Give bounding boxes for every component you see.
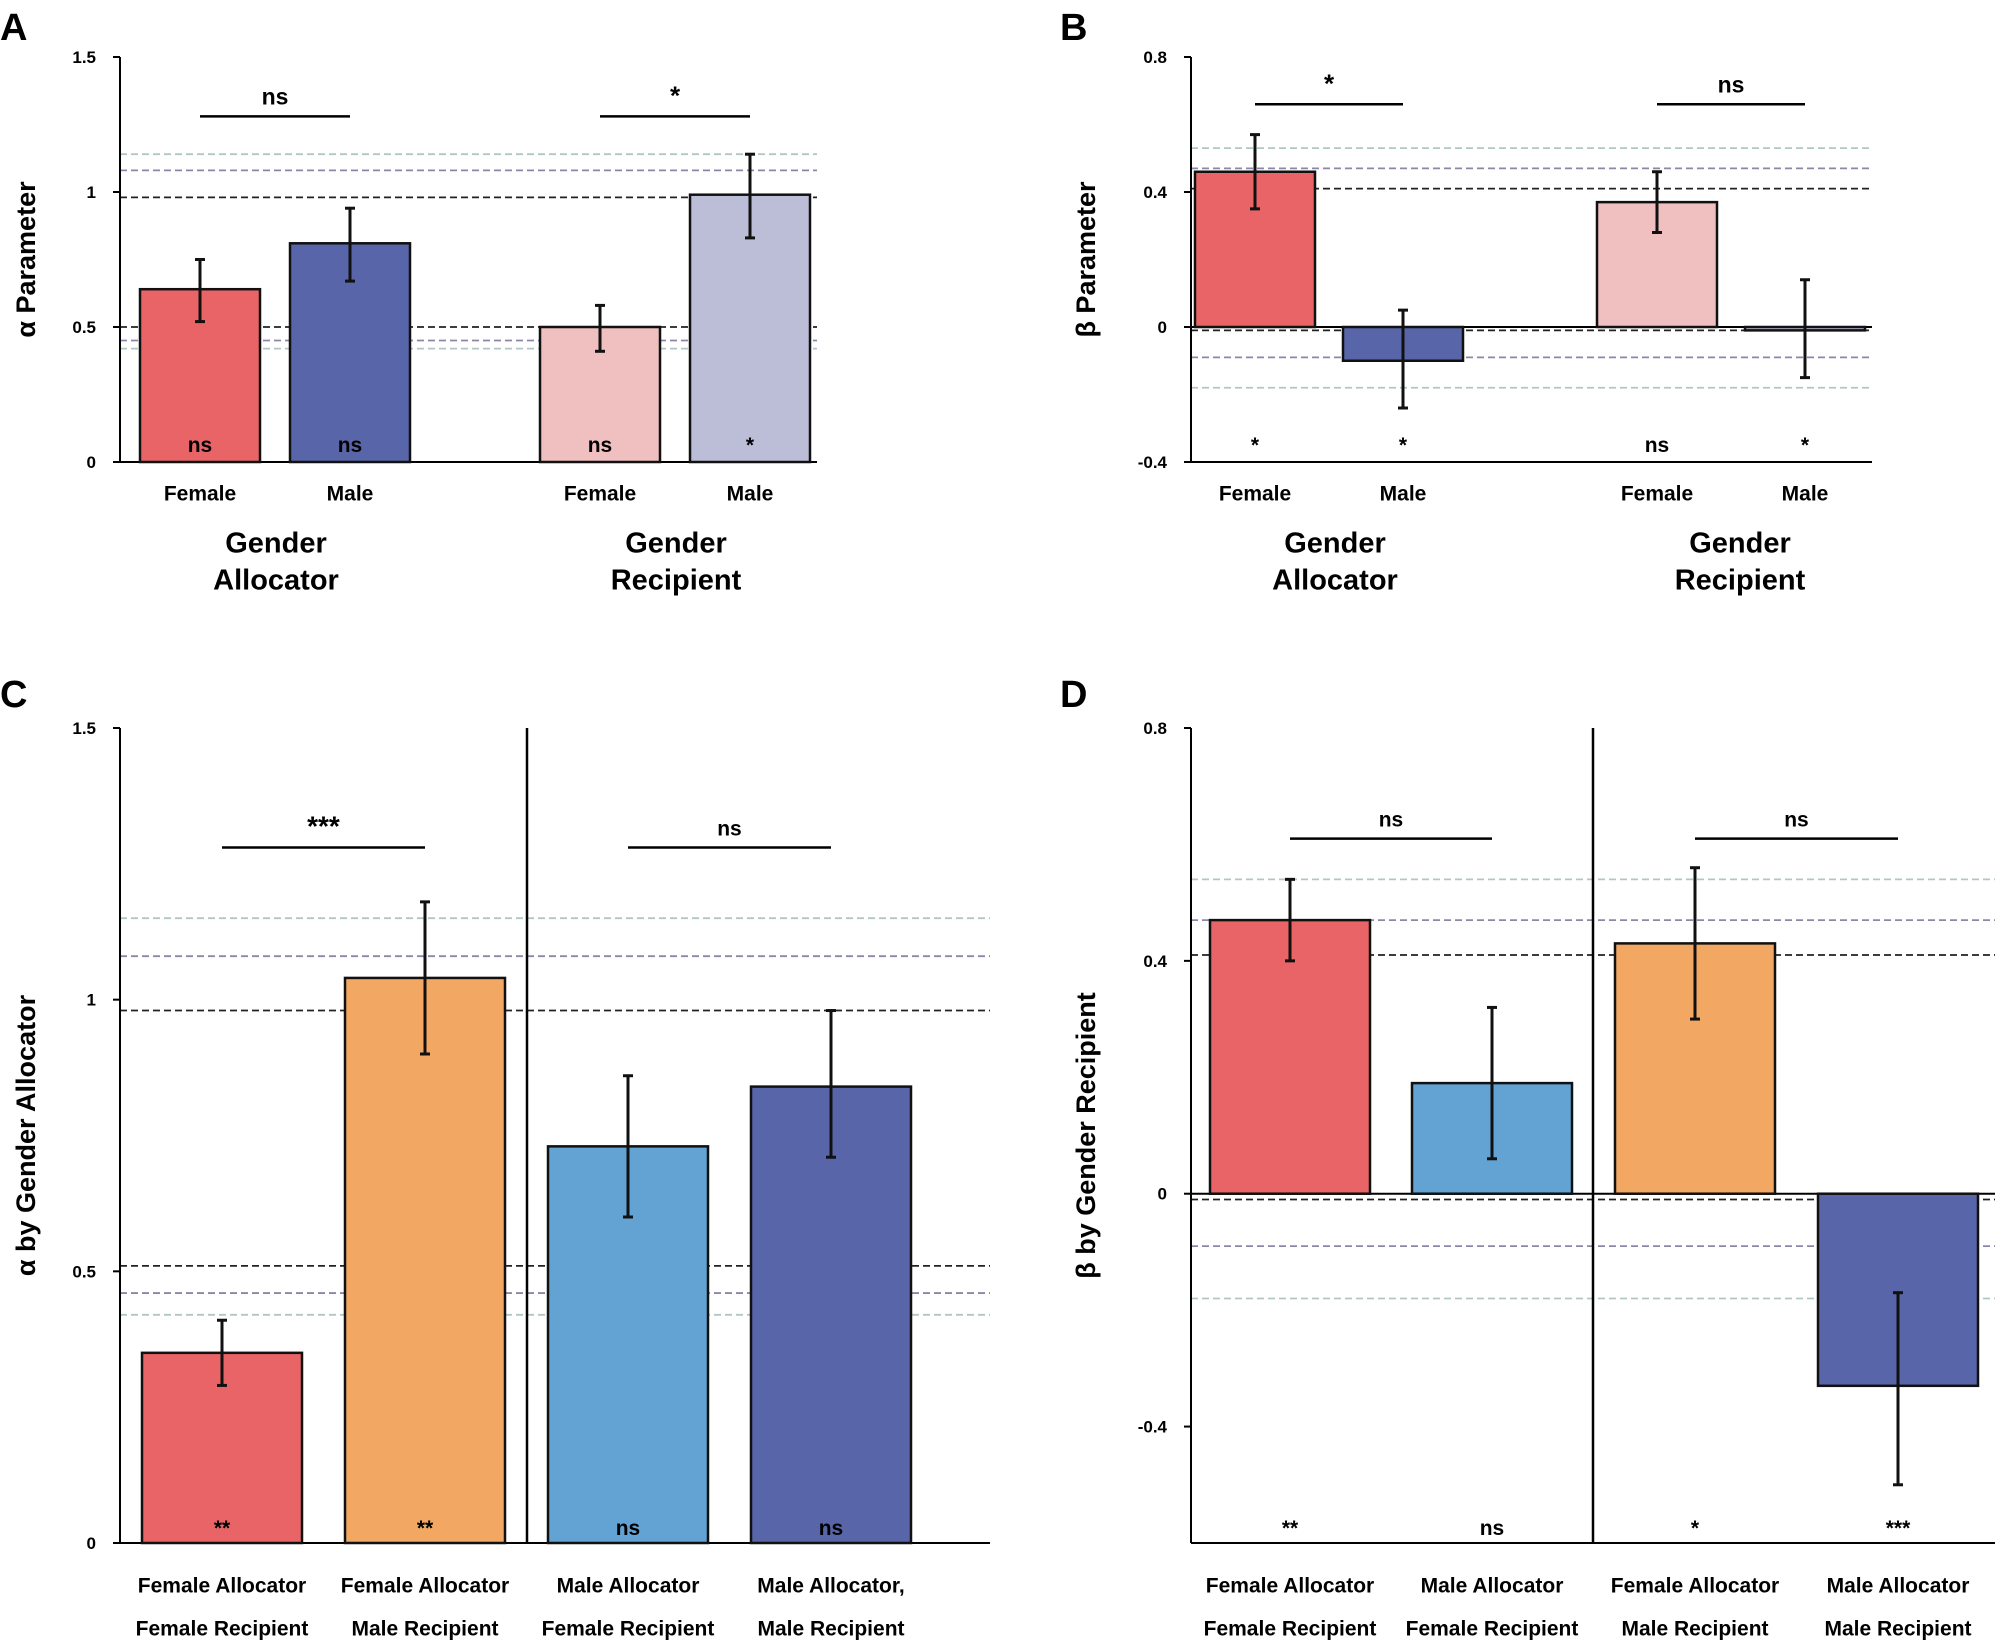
bar-significance: ** — [1282, 1517, 1299, 1540]
x-category-label: Male Allocator, — [757, 1575, 904, 1598]
bar-significance: ns — [616, 1517, 641, 1540]
x-category-label: Male Recipient — [1824, 1618, 1971, 1641]
bar-significance: ns — [588, 434, 613, 457]
x-category-label: Male Allocator — [1421, 1575, 1564, 1598]
x-category-label: Male — [727, 483, 774, 506]
y-tick-label: 0 — [1158, 318, 1167, 337]
x-category-label: Male Recipient — [1621, 1618, 1768, 1641]
y-tick-label: 1 — [87, 183, 96, 202]
bar-significance: * — [746, 434, 755, 457]
y-tick-label: 0.8 — [1143, 719, 1167, 738]
y-axis-label: α Parameter — [11, 181, 41, 338]
y-tick-label: 0.8 — [1143, 48, 1167, 67]
comparison-label: * — [1324, 68, 1335, 98]
bar-significance: ** — [417, 1517, 434, 1540]
panel-letter: C — [0, 674, 27, 716]
bar — [343, 976, 507, 1545]
x-category-label: Male Recipient — [757, 1618, 904, 1641]
bar-significance: ** — [214, 1517, 231, 1540]
y-tick-label: 0 — [87, 1534, 96, 1553]
y-tick-label: -0.4 — [1138, 453, 1168, 472]
bar-significance: ns — [1480, 1517, 1505, 1540]
bar-significance: ns — [819, 1517, 844, 1540]
bar-significance: ns — [188, 434, 213, 457]
comparison-label: ns — [1379, 809, 1404, 832]
group-label: Gender — [625, 528, 727, 560]
comparison-label: ns — [717, 818, 742, 841]
y-tick-label: 0 — [87, 453, 96, 472]
panel-letter: D — [1060, 674, 1087, 716]
y-axis-label: β Parameter — [1071, 181, 1101, 338]
x-category-label: Female Recipient — [1406, 1618, 1579, 1641]
panel-a: Aα Parameter 0 0.5 1 1.5 ns Female ns Male ns Fema… — [0, 7, 817, 597]
x-category-label: Female — [1219, 483, 1291, 506]
x-category-label: Male Allocator — [1827, 1575, 1970, 1598]
x-category-label: Female Recipient — [1204, 1618, 1377, 1641]
x-category-label: Male — [327, 483, 374, 506]
y-tick-label: 0.5 — [72, 1262, 96, 1281]
group-label: Gender — [1284, 528, 1386, 560]
x-category-label: Female — [164, 483, 236, 506]
bar-significance: * — [1801, 434, 1810, 457]
x-category-label: Male Recipient — [351, 1618, 498, 1641]
comparison-label: ns — [262, 83, 289, 109]
panel-letter: B — [1060, 7, 1087, 49]
y-tick-label: 1.5 — [72, 48, 96, 67]
x-category-label: Male — [1380, 483, 1427, 506]
bar-significance: *** — [1886, 1517, 1911, 1540]
comparison-label: ns — [1718, 71, 1745, 97]
x-category-label: Female Recipient — [136, 1618, 309, 1641]
y-tick-label: -0.4 — [1138, 1418, 1168, 1437]
bar-significance: * — [1399, 434, 1408, 457]
comparison-label: * — [670, 80, 681, 110]
comparison-label: *** — [307, 811, 340, 842]
y-tick-label: 1 — [87, 991, 96, 1010]
x-category-label: Female — [1621, 483, 1693, 506]
panel-d: Dβ by Gender Recipient -0.4 0 0.4 0.8 ** Femal… — [1060, 674, 1995, 1641]
x-category-label: Female Allocator — [1611, 1575, 1779, 1598]
group-label: Recipient — [611, 565, 742, 597]
panel-b: Bβ Parameter -0.4 0 0.4 0.8 * Female * Male ns Fem… — [1060, 7, 1872, 597]
y-axis-label: α by Gender Allocator — [11, 994, 41, 1276]
x-category-label: Female Recipient — [542, 1618, 715, 1641]
group-label: Allocator — [1272, 565, 1398, 597]
bar-significance: * — [1251, 434, 1260, 457]
bar — [749, 1085, 913, 1545]
y-tick-label: 0 — [1158, 1185, 1167, 1204]
x-category-label: Male Allocator — [557, 1575, 700, 1598]
bar-significance: ns — [338, 434, 363, 457]
x-category-label: Female Allocator — [341, 1575, 509, 1598]
comparison-label: ns — [1784, 809, 1809, 832]
y-tick-label: 1.5 — [72, 719, 96, 738]
bar-significance: ns — [1645, 434, 1670, 457]
bar — [1208, 918, 1372, 1195]
x-category-label: Female Allocator — [1206, 1575, 1374, 1598]
group-label: Recipient — [1675, 565, 1806, 597]
group-label: Allocator — [213, 565, 339, 597]
x-category-label: Female — [564, 483, 636, 506]
y-axis-label: β by Gender Recipient — [1071, 992, 1101, 1279]
y-tick-label: 0.5 — [72, 318, 96, 337]
x-category-label: Male — [1782, 483, 1829, 506]
bar-significance: * — [1691, 1517, 1700, 1540]
group-label: Gender — [225, 528, 327, 560]
x-category-label: Female Allocator — [138, 1575, 306, 1598]
y-tick-label: 0.4 — [1143, 952, 1167, 971]
y-tick-label: 0.4 — [1143, 183, 1167, 202]
panel-letter: A — [0, 7, 27, 49]
panel-c: Cα by Gender Allocator 0 0.5 1 1.5 ** Female A… — [0, 674, 990, 1641]
group-label: Gender — [1689, 528, 1791, 560]
